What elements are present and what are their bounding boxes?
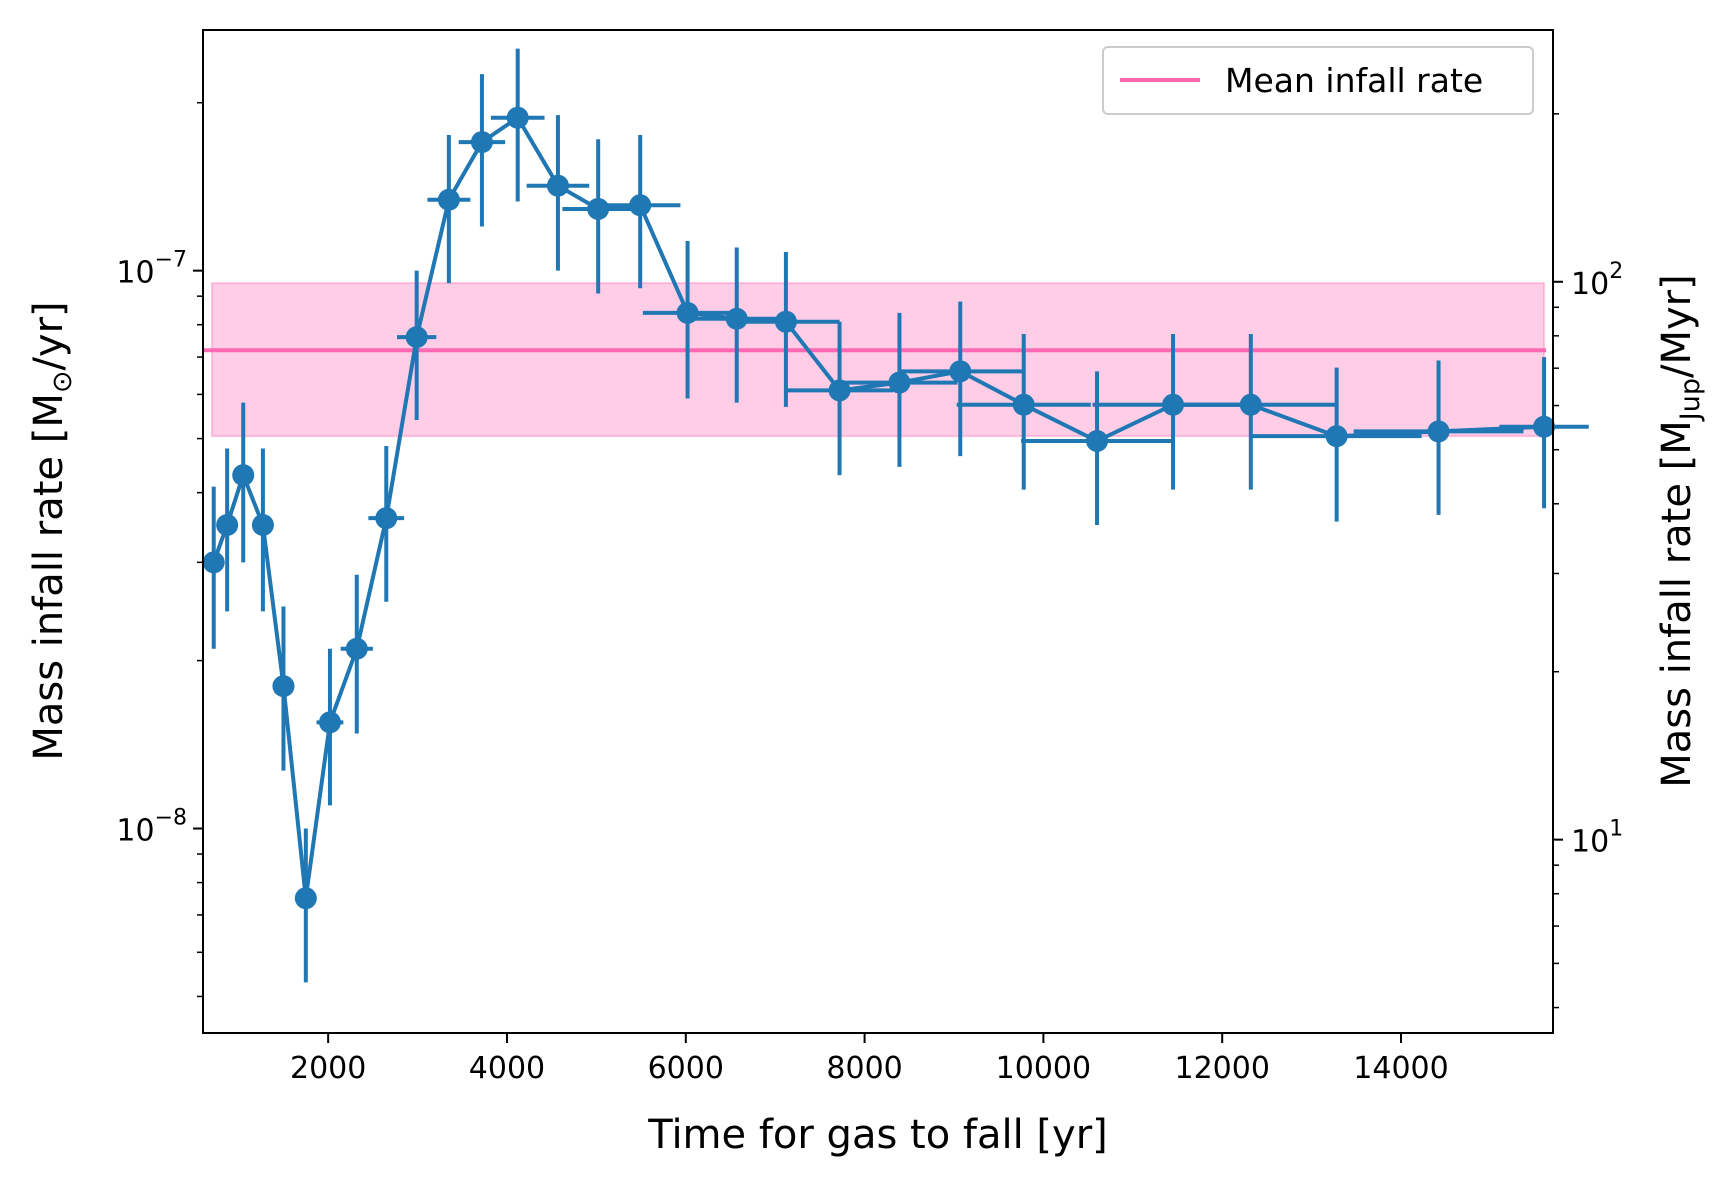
data-point [888,371,911,394]
data-point [470,131,493,154]
data-point [294,887,317,910]
data-point [251,513,274,536]
data-point [546,174,569,197]
x-tick-label: 10000 [996,1051,1091,1086]
y-right-tick-label-base: 10 [1571,267,1609,302]
legend: Mean infall rate [1102,46,1534,115]
y-right-axis-title-suffix: /Myr] [1654,274,1700,378]
data-point [725,307,748,330]
data-point [506,106,529,129]
y-tick-label-base: 10 [116,256,154,291]
data-point [318,711,341,734]
x-tick-label: 4000 [469,1051,545,1086]
x-tick-label: 2000 [290,1051,366,1086]
data-point [345,637,368,660]
data-point [202,551,225,574]
y-right-tick-label: 102 [1571,259,1623,302]
data-point [437,188,460,211]
y-axis-title: Mass infall rate [M⊙/yr] [26,301,78,760]
legend-box [1102,46,1534,115]
data-point [828,379,851,402]
plot-frame [202,29,1554,1034]
y-tick-label-exponent: −7 [155,248,187,273]
x-tick-label: 14000 [1353,1051,1448,1086]
y-axis-title-subscript: ⊙ [47,371,78,394]
y-right-axis-title-main: Mass infall rate [M [1654,420,1700,788]
data-point [629,194,652,217]
x-tick-label: 12000 [1174,1051,1269,1086]
x-tick-label: 6000 [648,1051,724,1086]
y-tick-label: 10−7 [116,248,187,291]
axis-layer: 2000 4000 6000 8000 10000 12000 1400010−810−71… [116,101,1623,1086]
y-tick-label-base: 10 [116,814,154,849]
y-axis-title-suffix: /yr] [26,301,72,370]
y-right-axis-title: Mass infall rate [MJup/Myr] [1654,274,1706,787]
y-right-tick-label-exponent: 2 [1609,259,1623,284]
y-axis-title-main: Mass infall rate [M [26,393,72,761]
mean-band-layer [203,282,1547,438]
x-tick-label: 8000 [826,1051,902,1086]
data-point [1427,420,1450,443]
y-right-tick-label: 101 [1571,817,1623,860]
data-point [1325,425,1348,448]
data-point [216,513,239,536]
series-line [211,114,1545,899]
y-tick-label-exponent: −8 [155,806,187,831]
data-point [949,360,972,383]
y-tick-label: 10−8 [116,806,187,849]
data-point [1086,430,1109,453]
data-point [1012,393,1035,416]
data-layer [202,48,1589,983]
data-point [232,464,255,487]
data-point [1239,393,1262,416]
y-right-tick-label-base: 10 [1571,825,1609,860]
data-point [587,197,610,220]
data-point [405,326,428,349]
legend-label-mean-infall-rate: Mean infall rate [1225,61,1483,100]
x-axis-title: Time for gas to fall [yr] [647,1112,1108,1158]
data-point [774,310,797,333]
data-point [272,675,295,698]
data-point [375,507,398,530]
y-right-tick-label-exponent: 1 [1609,817,1623,842]
data-point [1533,415,1556,438]
mean-uncertainty-band [210,282,1546,438]
y-right-axis-title-subscript: Jup [1675,378,1706,422]
